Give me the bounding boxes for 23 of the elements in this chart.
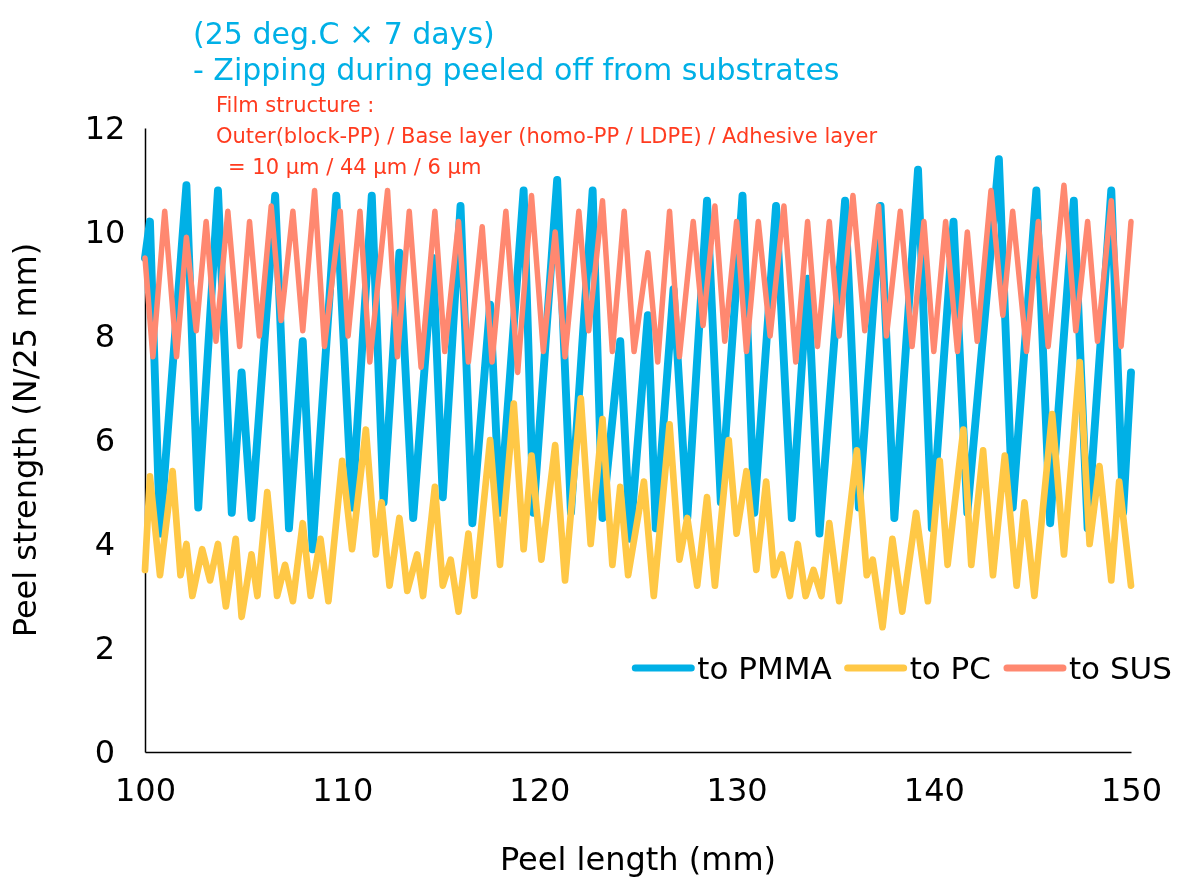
y-tick-label: 4 — [94, 524, 116, 563]
x-tick-label: 100 — [114, 770, 177, 809]
y-axis-title: Peel strength (N/25 mm) — [6, 242, 44, 638]
text: Film structure : — [216, 93, 375, 117]
chart-title: (25 deg.C × 7 days) — [193, 16, 495, 51]
legend-label: to SUS — [1068, 650, 1172, 686]
x-tick-label: 140 — [903, 770, 965, 809]
x-tick-label: 120 — [509, 770, 571, 809]
x-tick-label: 130 — [706, 770, 768, 809]
x-tick-label: 150 — [1100, 770, 1163, 809]
y-tick-label: 10 — [84, 212, 126, 251]
y-tick-label: 2 — [94, 628, 116, 667]
chart-subtitle: - Zipping during peeled off from substrates — [193, 52, 840, 87]
y-tick-label: 6 — [94, 420, 116, 459]
y-tick-label: 0 — [94, 732, 116, 771]
x-axis-title: Peel length (mm) — [499, 840, 777, 878]
y-tick-label: 12 — [84, 108, 126, 147]
legend-label: to PMMA — [697, 650, 832, 686]
legend-label: to PC — [909, 650, 991, 686]
annotation: = 10 μm / 44 μm / 6 μm — [228, 155, 482, 179]
y-tick-label: 8 — [94, 316, 116, 355]
x-tick-label: 110 — [312, 770, 374, 809]
annotation: Outer(block-PP) / Base layer (homo-PP / LDPE) / Adhesive layer — [216, 124, 878, 148]
